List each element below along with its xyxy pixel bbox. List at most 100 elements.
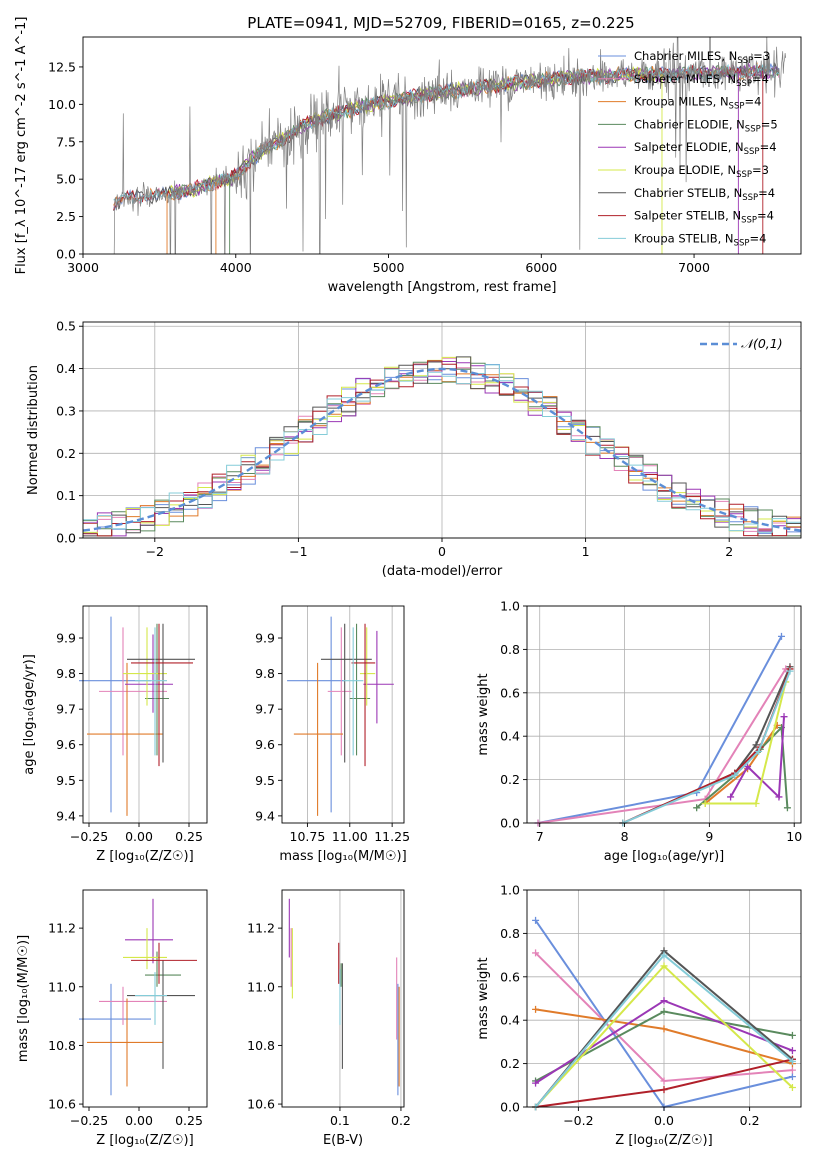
y-axis-label: Normed distribution [26, 365, 41, 495]
y-axis-label: mass weight [476, 673, 491, 755]
x-tick-label: 0 [438, 544, 446, 559]
series-point-kroupa_stelib [731, 771, 739, 779]
series-point-kroupa_stelib [788, 1057, 796, 1065]
series-point-chabrier_elodie [693, 804, 701, 812]
series-point-salpeter_elodie [532, 1079, 540, 1087]
y-tick-label: 11.2 [247, 921, 275, 936]
x-axis-label: Z [log₁₀(Z/Z☉)] [615, 1133, 712, 1148]
x-tick-label: 0.0 [654, 1113, 674, 1128]
axes-frame [526, 605, 802, 824]
x-tick-label: 6000 [525, 260, 557, 275]
y-tick-label: 11.0 [48, 979, 76, 994]
y-tick-label: 0.0 [56, 247, 76, 262]
y-tick-label: 0.0 [56, 531, 76, 546]
y-axis-label: age [log₁₀(age/yr)] [22, 654, 37, 775]
data-spectrum-line [113, 37, 787, 254]
y-tick-label: 2.5 [56, 209, 76, 224]
x-tick-label: 0.25 [175, 829, 203, 844]
y-tick-label: 7.5 [56, 134, 76, 149]
y-tick-label: 9.7 [255, 702, 275, 717]
series-point-salpeter_elodie [727, 793, 735, 801]
y-tick-label: 0.1 [56, 488, 76, 503]
y-tick-label: 0.6 [500, 969, 520, 984]
y-tick-label: 10.6 [48, 1097, 76, 1112]
y-tick-label: 0.4 [56, 361, 76, 376]
x-tick-label: −0.2 [563, 1113, 593, 1128]
x-tick-label: 1 [582, 544, 590, 559]
series-point-salpeter_elodie [775, 793, 783, 801]
series-point-kroupa_miles [660, 1025, 668, 1033]
ebv-vs-mass-panel: 0.1 0.2 10.6 10.8 11.0 11.2 E(B-V) [247, 889, 411, 1148]
legend-label: Chabrier STELIB, NSSP=4 [634, 186, 775, 203]
y-tick-label: 0.0 [500, 1100, 520, 1115]
residuals-panel: −2 −1 0 1 2 0.0 0.1 0.2 0.3 0.4 0.5 (data-model)/er… [26, 319, 802, 579]
y-tick-label: 5.0 [56, 172, 76, 187]
z-mass-weight-panel: −0.2 0.0 0.2 0.0 0.2 0.4 0.6 0.8 1.0 Z [log₁₀(Z/Z… [476, 883, 802, 1148]
x-tick-label: 0.00 [125, 1113, 153, 1128]
legend-label: Salpeter STELIB, NSSP=4 [634, 209, 774, 226]
y-tick-label: 1.0 [500, 599, 520, 614]
x-tick-label: −0.25 [70, 829, 108, 844]
x-tick-label: 0.00 [125, 829, 153, 844]
x-axis-label: (data-model)/error [382, 564, 503, 579]
histogram-kroupa_stelib [83, 364, 801, 533]
y-axis-label: mass [log₁₀(M/M☉)] [16, 935, 31, 1062]
legend-label: Kroupa MILES, NSSP=4 [634, 95, 761, 112]
series-point-salpeter_elodie [788, 1047, 796, 1055]
series-point-chabrier_elodie [783, 804, 791, 812]
x-tick-label: 11.25 [374, 829, 410, 844]
series-point-salpeter_miles [532, 949, 540, 957]
x-tick-label: 0.25 [175, 1113, 203, 1128]
axes-frame [82, 36, 802, 255]
axes-frame [281, 605, 405, 824]
legend-label: Kroupa ELODIE, NSSP=3 [634, 163, 769, 180]
x-axis-label: age [log₁₀(age/yr)] [604, 849, 725, 864]
x-tick-label: 3000 [67, 260, 99, 275]
y-axis-label: Flux [f_λ 10^-17 erg cm^-2 s^-1 A^-1] [14, 17, 29, 275]
series-point-salpeter_elodie [660, 997, 668, 1005]
series-line-kroupa_stelib [622, 670, 791, 824]
series-point-chabrier_miles [532, 916, 540, 924]
y-tick-label: 11.2 [48, 921, 76, 936]
y-tick-label: 0.4 [500, 1013, 520, 1028]
axes-frame [82, 889, 208, 1108]
y-tick-label: 9.7 [56, 702, 76, 717]
z-vs-age-panel: −0.25 0.00 0.25 9.4 9.5 9.6 9.7 9.8 9.9 Z [log₁₀(… [22, 605, 208, 864]
x-tick-label: 10.75 [290, 829, 326, 844]
y-tick-label: 0.2 [56, 446, 76, 461]
y-tick-label: 9.5 [255, 773, 275, 788]
series-point-chabrier_miles [788, 1073, 796, 1081]
y-tick-label: 9.9 [56, 631, 76, 646]
y-tick-label: 9.8 [255, 666, 275, 681]
y-axis-label: mass weight [476, 957, 491, 1039]
plot-area [82, 356, 802, 537]
x-tick-label: 5000 [373, 260, 405, 275]
y-tick-label: 0.4 [500, 729, 520, 744]
y-tick-label: 0.2 [500, 772, 520, 787]
series-point-salpeter_elodie [744, 763, 752, 771]
plot-area [79, 898, 197, 1096]
x-tick-label: 7 [536, 829, 544, 844]
spectrum-legend: Chabrier MILES, NSSP=3 Salpeter MILES, NS… [598, 49, 778, 248]
y-tick-label: 0.5 [56, 319, 76, 334]
y-tick-label: 9.6 [56, 737, 76, 752]
normal-curve [82, 367, 802, 532]
series-point-salpeter_elodie [780, 713, 788, 721]
x-tick-label: 10 [786, 829, 802, 844]
plot-area [288, 898, 400, 1096]
spectrum-lines [113, 37, 787, 254]
y-tick-label: 9.9 [255, 631, 275, 646]
x-axis-label: wavelength [Angstrom, rest frame] [328, 280, 557, 295]
series-point-chabrier_stelib [752, 741, 760, 749]
y-tick-label: 9.5 [56, 773, 76, 788]
z-vs-mass-panel: −0.25 0.00 0.25 10.6 10.8 11.0 11.2 Z [log₁₀(Z/… [16, 889, 208, 1148]
spectrum-panel: 3000 4000 5000 6000 7000 0.0 2.5 5.0 7.5 10.0 12.5… [14, 17, 802, 295]
axes-frame [281, 889, 405, 1108]
axes-frame [82, 605, 208, 824]
mass-vs-age-panel: 10.75 11.00 11.25 9.4 9.5 9.6 9.7 9.8 9.9 mass [l… [255, 605, 410, 864]
x-tick-label: 0.2 [740, 1113, 760, 1128]
series-line-salpeter_elodie [729, 716, 785, 800]
y-tick-label: 10.6 [247, 1097, 275, 1112]
y-tick-label: 1.0 [500, 883, 520, 898]
